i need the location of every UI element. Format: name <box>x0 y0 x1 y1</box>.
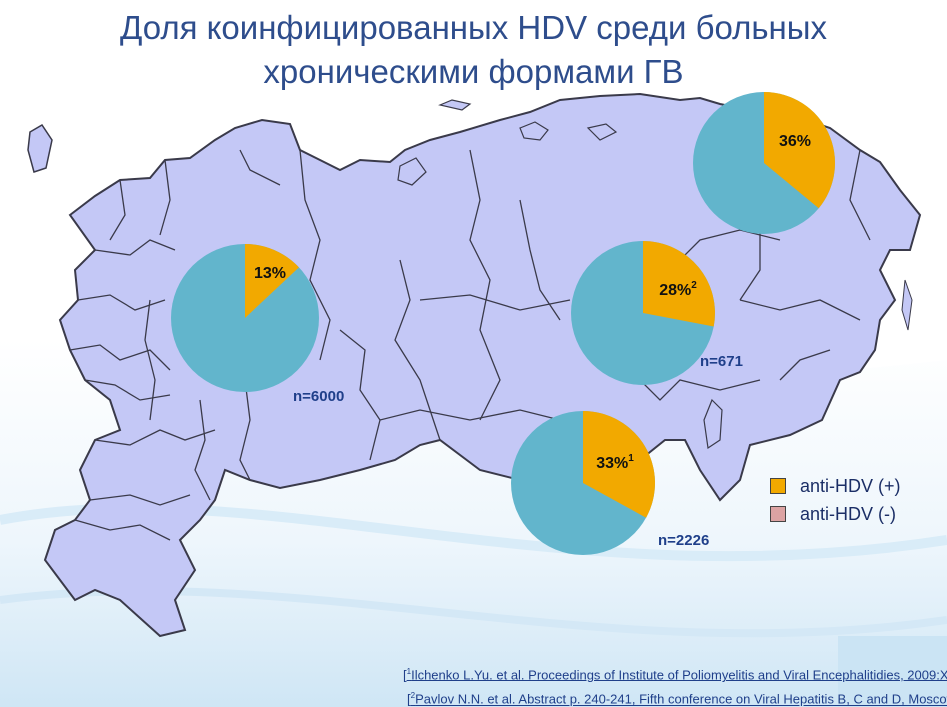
legend-item-negative: anti-HDV (-) <box>770 500 901 528</box>
pie-south-label: 33%1 <box>596 453 634 472</box>
page-title: Доля коинфицированных HDV среди больных … <box>0 6 947 94</box>
n-label-west: n=6000 <box>293 388 345 405</box>
pie-siberia-positive-slice <box>643 241 715 327</box>
references: [1Ilchenko L.Yu. et al. Proceedings of I… <box>403 661 947 707</box>
legend-swatch-negative <box>770 506 786 522</box>
reference-2-text: Pavlov N.N. et al. Abstract p. 240-241, … <box>415 691 947 707</box>
region-borders <box>69 149 871 541</box>
pie-siberia: 28%2 <box>571 241 715 385</box>
n-label-siberia: n=671 <box>700 353 743 370</box>
pie-south-positive-slice <box>583 411 655 518</box>
pie-northeast: 36% <box>693 92 836 234</box>
reference-1-text: Ilchenko L.Yu. et al. Proceedings of Ins… <box>411 667 947 683</box>
pie-west-label: 13% <box>254 265 286 282</box>
legend-item-positive: anti-HDV (+) <box>770 472 901 500</box>
pie-west: 13% <box>171 244 319 392</box>
pie-south: 33%1 <box>511 411 655 555</box>
reference-2[interactable]: [2Pavlov N.N. et al. Abstract p. 240-241… <box>407 685 947 707</box>
pie-west-positive-slice <box>245 244 299 318</box>
n-label-south: n=2226 <box>658 532 710 549</box>
legend-label-positive: anti-HDV (+) <box>800 475 901 496</box>
reference-1-sup: 1 <box>406 667 412 676</box>
pie-northeast-label: 36% <box>779 133 811 150</box>
legend: anti-HDV (+) anti-HDV (-) <box>770 472 901 528</box>
legend-label-negative: anti-HDV (-) <box>800 503 897 524</box>
title-line-1: Доля коинфицированных HDV среди больных <box>119 9 828 46</box>
reference-2-sup: 2 <box>410 691 416 701</box>
pie-siberia-label: 28%2 <box>659 280 697 299</box>
reference-1[interactable]: [1Ilchenko L.Yu. et al. Proceedings of I… <box>403 661 947 685</box>
pie-northeast-positive-slice <box>764 92 836 209</box>
legend-swatch-positive <box>770 478 786 494</box>
title-line-2: хроническими формами ГВ <box>263 53 684 90</box>
russia-outline <box>43 92 922 638</box>
